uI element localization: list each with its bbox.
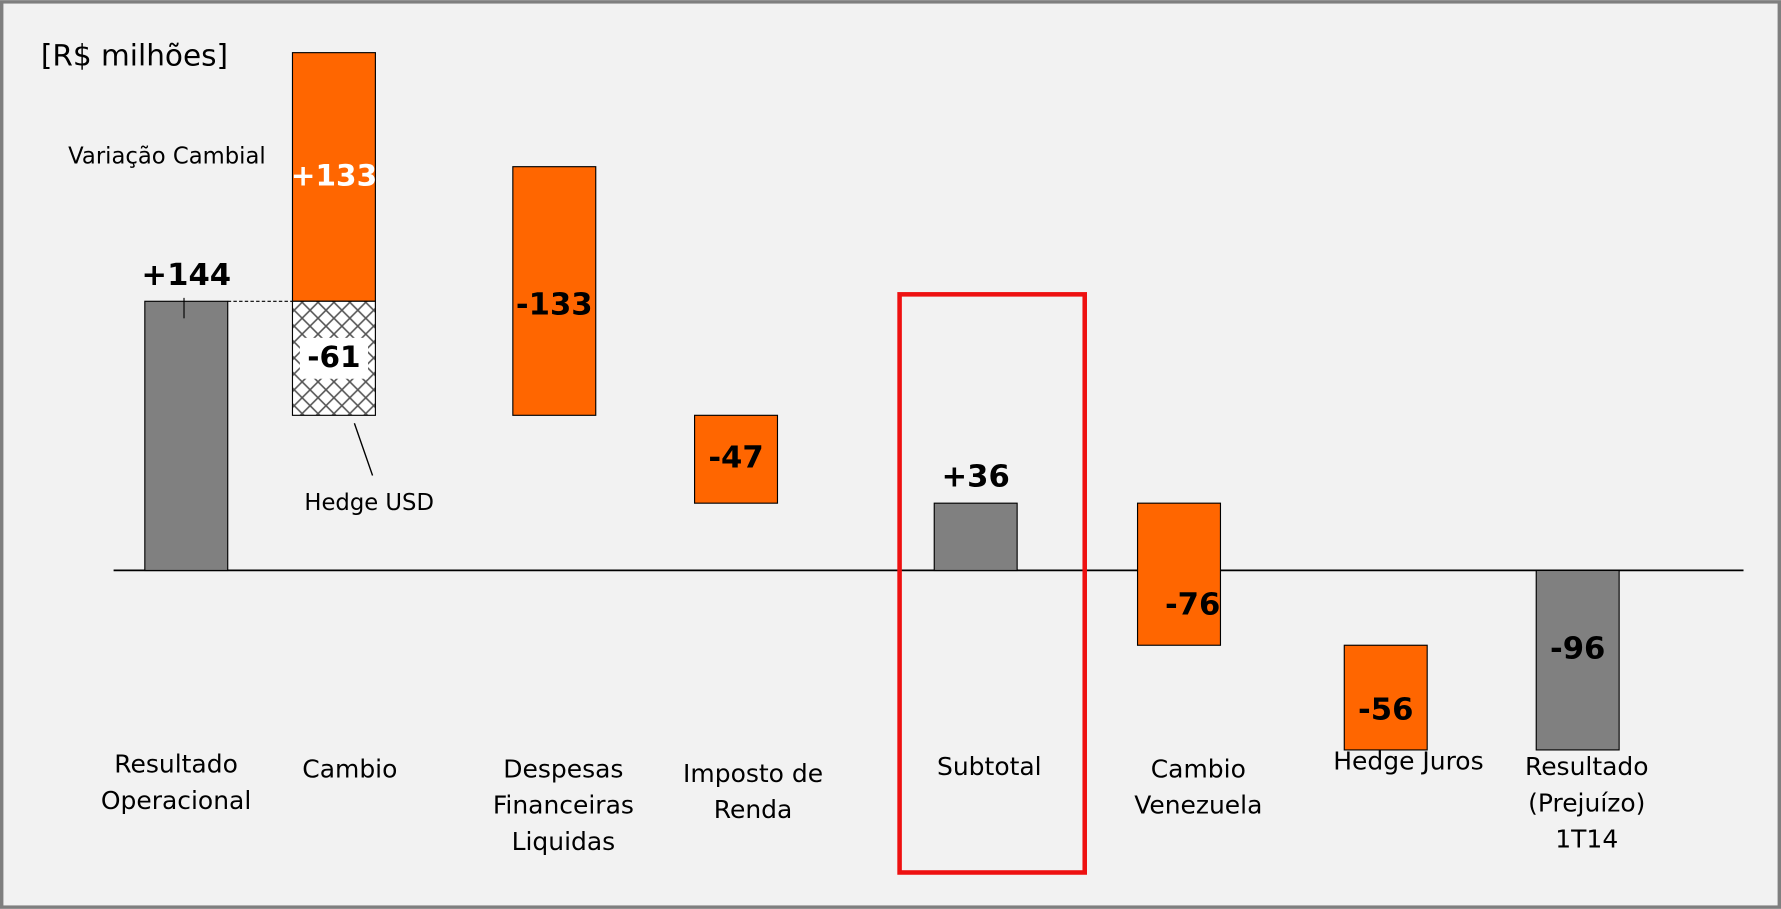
bar [933, 502, 1018, 572]
x-tick-label: Despesas [503, 754, 623, 783]
x-tick-label: Financeiras [493, 791, 634, 820]
leader-line [353, 423, 374, 476]
value-label: +133 [291, 158, 377, 192]
x-tick-label: Renda [714, 795, 793, 824]
bar [693, 414, 779, 504]
unit-label: [R$ milhões] [41, 38, 228, 72]
segment-label: Variação Cambial [68, 143, 266, 169]
value-label: -133 [516, 287, 593, 322]
x-tick-label: Operacional [101, 786, 251, 815]
value-label: -96 [1550, 631, 1605, 666]
bar [512, 166, 597, 416]
value-label-box [299, 337, 369, 379]
x-tick-label: Subtotal [937, 752, 1042, 781]
x-tick-label: Liquidas [512, 827, 616, 856]
bar [1136, 502, 1222, 646]
x-tick-label: Cambio [302, 754, 397, 783]
x-tick-label: Resultado [1525, 752, 1649, 781]
x-tick-label: Resultado [114, 750, 238, 779]
value-label: -61 [307, 340, 360, 374]
x-tick-label: Hedge Juros [1333, 746, 1483, 775]
value-label: -76 [1165, 588, 1220, 623]
x-tick-label: (Prejuízo) [1528, 788, 1645, 817]
value-label: -56 [1358, 693, 1413, 728]
bar [1535, 569, 1620, 751]
bar-segment [291, 52, 376, 302]
x-tick-label: Imposto de [683, 759, 823, 788]
value-label: +36 [942, 460, 1010, 495]
x-tick-label: Venezuela [1134, 791, 1262, 820]
x-tick-label: Cambio [1151, 754, 1246, 783]
bar [1343, 644, 1428, 751]
highlight-box [897, 292, 1088, 875]
segment-label: Hedge USD [304, 490, 434, 516]
value-label: -47 [708, 441, 763, 476]
x-tick-label: 1T14 [1555, 825, 1618, 854]
value-label: +144 [141, 258, 231, 293]
bar [144, 300, 229, 572]
